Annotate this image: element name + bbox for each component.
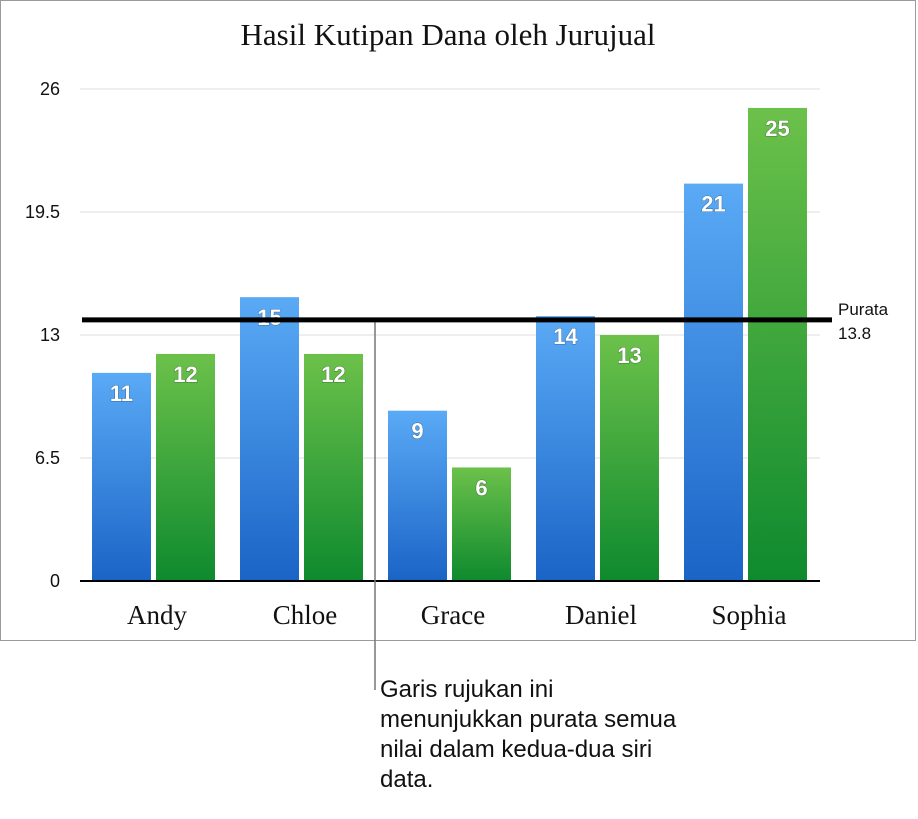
bar-daniel-series-2 (600, 335, 659, 581)
data-label: 12 (173, 362, 197, 387)
bar-sophia-series-1 (684, 183, 743, 581)
y-tick-label: 6.5 (35, 448, 60, 468)
bar-grace-series-2 (452, 467, 511, 581)
data-label: 6 (475, 475, 487, 500)
x-tick-label: Chloe (273, 600, 338, 630)
reference-line-value: 13.8 (838, 324, 871, 343)
data-label: 11 (110, 381, 133, 406)
bar-andy-series-1 (92, 372, 151, 581)
x-tick-label: Sophia (711, 600, 786, 630)
y-tick-label: 26 (40, 79, 60, 99)
reference-line-label: Purata (838, 300, 889, 319)
y-tick-label: 19.5 (25, 202, 60, 222)
data-label: 14 (553, 324, 578, 349)
data-label: 9 (411, 419, 423, 444)
bar-grace-series-1 (388, 410, 447, 581)
callout-annotation: Garis rujukan ini menunjukkan purata sem… (380, 676, 677, 793)
data-label: 25 (765, 116, 789, 141)
bar-chloe-series-2 (304, 353, 363, 581)
bar-chloe-series-1 (240, 297, 299, 581)
x-tick-label: Grace (421, 600, 485, 630)
x-tick-label: Andy (127, 600, 187, 630)
chart-title: Hasil Kutipan Dana oleh Jurujual (241, 17, 656, 52)
bar-daniel-series-1 (536, 316, 595, 581)
chart-frame (0, 0, 916, 641)
y-tick-label: 13 (40, 325, 60, 345)
x-tick-label: Daniel (565, 600, 637, 630)
data-label: 13 (617, 343, 641, 368)
bar-andy-series-2 (156, 353, 215, 581)
data-label: 12 (321, 362, 345, 387)
bar-sophia-series-2 (748, 107, 807, 581)
data-label: 21 (701, 192, 725, 217)
y-tick-label: 0 (50, 571, 60, 591)
